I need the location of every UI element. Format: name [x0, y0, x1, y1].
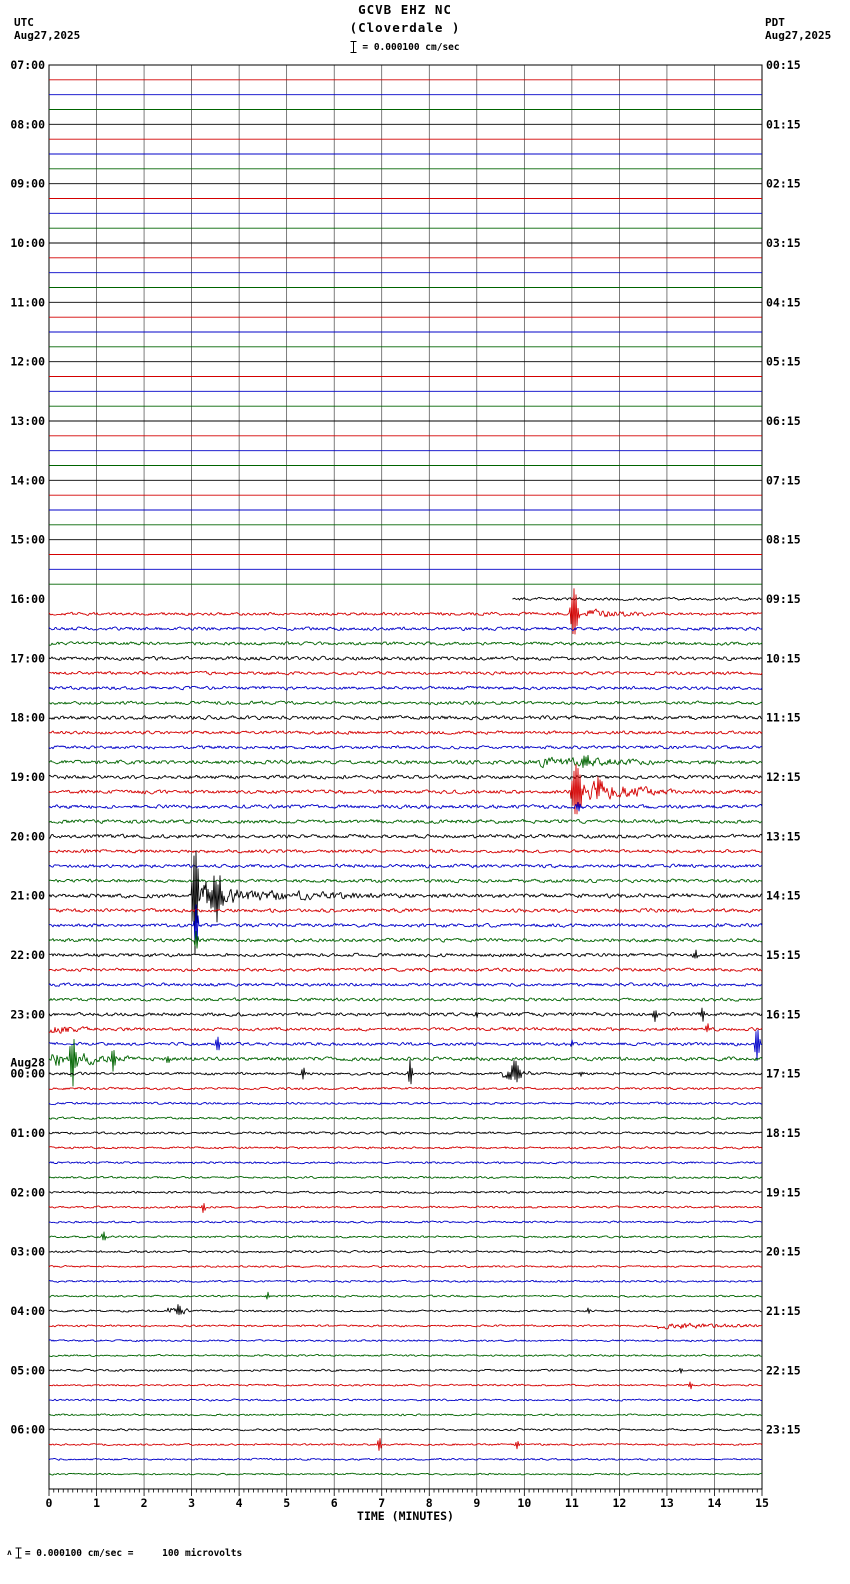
svg-text:22:15: 22:15	[766, 1363, 801, 1377]
svg-text:07:15: 07:15	[766, 473, 801, 487]
station-subtitle: (Cloverdale )	[349, 20, 461, 35]
svg-text:13:15: 13:15	[766, 829, 801, 843]
svg-text:04:00: 04:00	[10, 1304, 45, 1318]
svg-text:21:15: 21:15	[766, 1304, 801, 1318]
svg-text:8: 8	[426, 1496, 433, 1510]
left-timezone-label: UTC	[14, 16, 34, 29]
svg-text:12:15: 12:15	[766, 770, 801, 784]
svg-text:19:00: 19:00	[10, 770, 45, 784]
svg-text:10: 10	[517, 1496, 531, 1510]
svg-text:18:15: 18:15	[766, 1126, 801, 1140]
svg-text:17:15: 17:15	[766, 1067, 801, 1081]
svg-text:10:15: 10:15	[766, 651, 801, 665]
svg-text:7: 7	[378, 1496, 385, 1510]
svg-text:06:15: 06:15	[766, 414, 801, 428]
svg-text:00:00: 00:00	[10, 1067, 45, 1081]
scale-label: = 0.000100 cm/sec	[362, 41, 460, 53]
svg-text:15:00: 15:00	[10, 533, 45, 547]
svg-text:00:15: 00:15	[766, 58, 801, 72]
station-title: GCVB EHZ NC	[358, 2, 452, 17]
svg-text:11:15: 11:15	[766, 711, 801, 725]
footer-note-text: = 0.000100 cm/sec = 100 microvolts	[24, 1547, 243, 1559]
svg-text:16:00: 16:00	[10, 592, 45, 606]
svg-text:1: 1	[93, 1496, 100, 1510]
scale-bar-icon	[350, 41, 357, 53]
svg-text:05:00: 05:00	[10, 1363, 45, 1377]
svg-text:21:00: 21:00	[10, 889, 45, 903]
svg-text:16:15: 16:15	[766, 1007, 801, 1021]
svg-text:08:15: 08:15	[766, 533, 801, 547]
svg-text:2: 2	[141, 1496, 148, 1510]
right-header: PDT Aug27,2025	[765, 16, 831, 42]
right-date-label: Aug27,2025	[765, 29, 832, 42]
svg-text:03:15: 03:15	[766, 236, 801, 250]
svg-text:10:00: 10:00	[10, 236, 45, 250]
svg-text:14:15: 14:15	[766, 889, 801, 903]
svg-text:12: 12	[612, 1496, 626, 1510]
footer-scale-bar-icon	[15, 1547, 22, 1559]
svg-text:18:00: 18:00	[10, 711, 45, 725]
left-header: UTC Aug27,2025	[14, 16, 80, 42]
svg-text:3: 3	[188, 1496, 195, 1510]
svg-text:01:00: 01:00	[10, 1126, 45, 1140]
svg-text:06:00: 06:00	[10, 1423, 45, 1437]
svg-text:07:00: 07:00	[10, 58, 45, 72]
svg-text:22:00: 22:00	[10, 948, 45, 962]
svg-text:13:00: 13:00	[10, 414, 45, 428]
svg-text:08:00: 08:00	[10, 117, 45, 131]
svg-text:14:00: 14:00	[10, 473, 45, 487]
svg-text:11: 11	[565, 1496, 579, 1510]
svg-text:02:15: 02:15	[766, 177, 801, 191]
svg-text:23:00: 23:00	[10, 1007, 45, 1021]
left-date-label: Aug27,2025	[14, 29, 81, 42]
svg-text:9: 9	[473, 1496, 480, 1510]
svg-text:Aug28: Aug28	[10, 1056, 45, 1070]
svg-text:12:00: 12:00	[10, 355, 45, 369]
svg-text:5: 5	[283, 1496, 290, 1510]
svg-text:01:15: 01:15	[766, 117, 801, 131]
svg-text:0: 0	[46, 1496, 53, 1510]
svg-text:6: 6	[331, 1496, 338, 1510]
footer-scale-note: ʌ = 0.000100 cm/sec = 100 microvolts	[7, 1547, 242, 1559]
svg-text:09:00: 09:00	[10, 177, 45, 191]
svg-text:20:15: 20:15	[766, 1245, 801, 1259]
svg-text:11:00: 11:00	[10, 295, 45, 309]
center-header: GCVB EHZ NC (Cloverdale ) = 0.000100 cm/…	[255, 2, 555, 54]
svg-text:05:15: 05:15	[766, 355, 801, 369]
svg-text:4: 4	[236, 1496, 243, 1510]
trace-amplitude-symbol: ʌ	[7, 1548, 12, 1557]
svg-text:17:00: 17:00	[10, 651, 45, 665]
svg-text:03:00: 03:00	[10, 1245, 45, 1259]
svg-text:19:15: 19:15	[766, 1185, 801, 1199]
svg-text:13: 13	[660, 1496, 674, 1510]
svg-text:15: 15	[755, 1496, 769, 1510]
svg-text:09:15: 09:15	[766, 592, 801, 606]
svg-text:TIME (MINUTES): TIME (MINUTES)	[357, 1509, 454, 1523]
right-timezone-label: PDT	[765, 16, 785, 29]
svg-text:23:15: 23:15	[766, 1423, 801, 1437]
svg-text:02:00: 02:00	[10, 1185, 45, 1199]
svg-text:04:15: 04:15	[766, 295, 801, 309]
svg-text:15:15: 15:15	[766, 948, 801, 962]
svg-text:14: 14	[708, 1496, 722, 1510]
scale-row: = 0.000100 cm/sec	[255, 40, 555, 54]
svg-text:20:00: 20:00	[10, 829, 45, 843]
